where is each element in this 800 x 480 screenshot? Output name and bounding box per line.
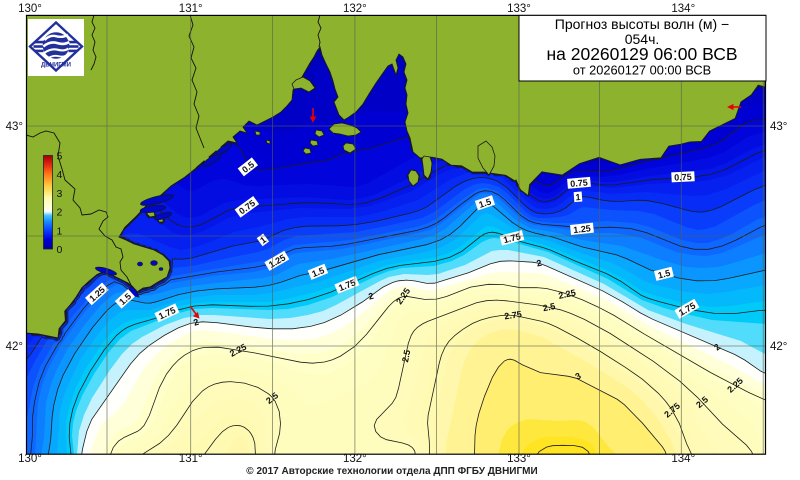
svg-text:2.5: 2.5 bbox=[400, 349, 412, 363]
svg-text:42°: 42° bbox=[6, 341, 23, 353]
svg-text:2.75: 2.75 bbox=[504, 309, 523, 321]
svg-text:0: 0 bbox=[57, 244, 63, 256]
svg-text:130°: 130° bbox=[18, 3, 42, 15]
svg-text:0.75: 0.75 bbox=[570, 177, 588, 188]
svg-text:43°: 43° bbox=[6, 121, 23, 133]
svg-text:на 20260129 06:00 ВСВ: на 20260129 06:00 ВСВ bbox=[546, 44, 737, 64]
svg-text:130°: 130° bbox=[18, 453, 42, 465]
svg-text:1: 1 bbox=[575, 192, 581, 202]
svg-text:4: 4 bbox=[57, 169, 63, 181]
svg-text:1.5: 1.5 bbox=[657, 268, 672, 281]
svg-text:1: 1 bbox=[258, 235, 268, 246]
svg-text:2.25: 2.25 bbox=[557, 287, 576, 300]
svg-text:2: 2 bbox=[192, 317, 200, 328]
svg-text:2: 2 bbox=[712, 342, 722, 353]
svg-text:1.5: 1.5 bbox=[478, 197, 493, 210]
svg-text:43°: 43° bbox=[770, 121, 787, 133]
svg-text:© 2017 Авторские технологии от: © 2017 Авторские технологии отдела ДПП Ф… bbox=[246, 466, 537, 477]
svg-text:054ч.: 054ч. bbox=[625, 31, 660, 47]
svg-text:131°: 131° bbox=[179, 3, 203, 15]
svg-text:132°: 132° bbox=[343, 3, 367, 15]
svg-text:от 20260127 00:00 ВСВ: от 20260127 00:00 ВСВ bbox=[573, 63, 711, 78]
svg-text:131°: 131° bbox=[179, 453, 203, 465]
svg-text:42°: 42° bbox=[770, 341, 787, 353]
svg-text:132°: 132° bbox=[343, 453, 367, 465]
svg-text:0.75: 0.75 bbox=[674, 172, 692, 183]
svg-text:2: 2 bbox=[536, 258, 543, 269]
svg-text:1.25: 1.25 bbox=[573, 223, 591, 235]
svg-text:134°: 134° bbox=[671, 453, 695, 465]
svg-text:5: 5 bbox=[57, 151, 63, 163]
svg-text:3: 3 bbox=[57, 188, 63, 200]
svg-text:133°: 133° bbox=[507, 453, 531, 465]
svg-text:ДВНИГМИ: ДВНИГМИ bbox=[41, 63, 71, 69]
svg-text:134°: 134° bbox=[671, 3, 695, 15]
svg-text:2: 2 bbox=[367, 291, 374, 302]
svg-text:3: 3 bbox=[574, 371, 583, 382]
svg-text:2.5: 2.5 bbox=[542, 301, 556, 313]
svg-text:Прогноз высоты волн (м) −: Прогноз высоты волн (м) − bbox=[555, 16, 729, 32]
svg-text:1.5: 1.5 bbox=[310, 265, 325, 279]
svg-text:133°: 133° bbox=[507, 3, 531, 15]
svg-text:2: 2 bbox=[57, 207, 63, 219]
svg-text:1.75: 1.75 bbox=[502, 231, 521, 245]
svg-text:1: 1 bbox=[57, 225, 63, 237]
